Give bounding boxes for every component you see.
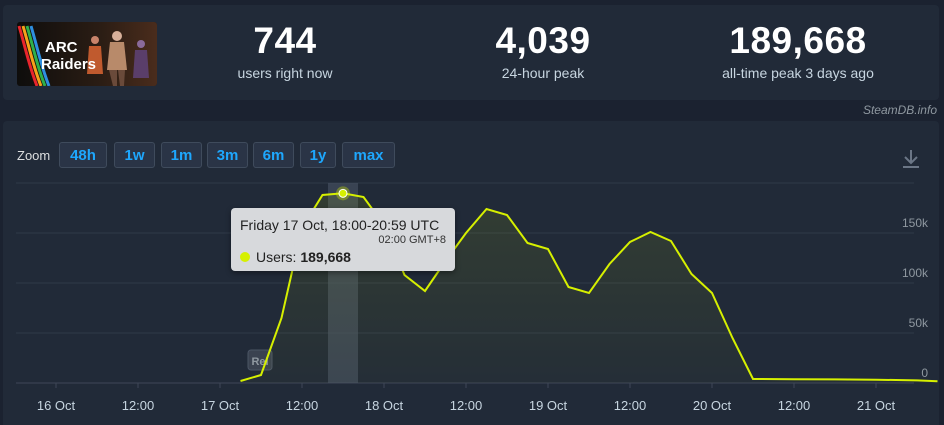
logo-text-raiders: Raiders: [41, 56, 96, 73]
chart-data-point: [752, 378, 754, 380]
chart-y-tick-label: 150k: [902, 216, 929, 230]
chart-data-point: [670, 240, 672, 242]
chart-data-point: [485, 208, 487, 210]
stat-alltime-peak-label: all-time peak 3 days ago: [722, 65, 874, 81]
chart-data-point: [362, 196, 364, 198]
zoom-button-48h[interactable]: 48h: [59, 142, 107, 168]
game-logo-art: ARC Raiders: [17, 22, 157, 86]
chart-x-tick-label: 12:00: [122, 398, 155, 413]
stat-users-now-label: users right now: [237, 65, 333, 81]
chart-hover-marker: [239, 186, 938, 382]
chart-data-point: [424, 290, 426, 292]
zoom-label: Zoom: [17, 148, 51, 163]
chart-y-tick-label: 50k: [909, 316, 929, 330]
chart-data-point: [916, 379, 918, 381]
stats-bar: ARC Raiders 744 users right now 4,039 24…: [3, 5, 939, 100]
zoom-button-6m[interactable]: 6m: [253, 142, 294, 168]
chart-x-tick-label: 16 Oct: [37, 398, 76, 413]
chart-data-point: [793, 378, 795, 380]
tooltip-series-name: Users:: [256, 249, 297, 265]
zoom-button-1y[interactable]: 1y: [300, 142, 336, 168]
stat-users-now-value: 744: [253, 20, 317, 61]
chart-data-point: [629, 241, 631, 243]
chart-x-axis: 16 Oct 12:00 17 Oct 12:00 18 Oct 12:00 19 Oct 1…: [37, 383, 896, 413]
zoom-button-max[interactable]: max: [342, 142, 395, 168]
chart-x-tick-label: 12:00: [614, 398, 647, 413]
chart-data-point: [239, 380, 241, 382]
chart-x-tick-label: 18 Oct: [365, 398, 404, 413]
chart-data-point: [936, 380, 938, 382]
zoom-button-1w[interactable]: 1w: [114, 142, 155, 168]
chart-x-tick-label: 12:00: [778, 398, 811, 413]
chart-tooltip: Friday 17 Oct, 18:00-20:59 UTC 02:00 GMT…: [231, 208, 455, 271]
chart-data-point: [403, 274, 405, 276]
chart-data-point: [834, 378, 836, 380]
zoom-button-1m[interactable]: 1m: [161, 142, 202, 168]
logo-text-arc: ARC: [45, 39, 78, 56]
chart-data-point: [526, 242, 528, 244]
chart-data-point: [465, 232, 467, 234]
chart-y-tick-label: 100k: [902, 266, 929, 280]
chart-data-point: [321, 194, 323, 196]
chart-data-point: [649, 231, 651, 233]
source-credit[interactable]: SteamDB.info: [862, 103, 937, 117]
chart-data-point: [875, 379, 877, 381]
stat-alltime-peak: 189,668 all-time peak 3 days ago: [693, 21, 903, 82]
chart-x-tick-label: 17 Oct: [201, 398, 240, 413]
tooltip-value: 189,668: [300, 249, 351, 265]
chart-data-point: [731, 337, 733, 339]
chart-data-point: [547, 248, 549, 250]
tooltip-local-time: 02:00 GMT+8: [378, 234, 446, 246]
chart-data-point: [567, 286, 569, 288]
tooltip-series-dot: [240, 252, 250, 262]
chart-data-point: [711, 292, 713, 294]
chart-x-tick-label: 19 Oct: [529, 398, 568, 413]
chart-data-point: [690, 273, 692, 275]
stat-alltime-peak-value: 189,668: [729, 20, 867, 61]
chart-data-point: [506, 214, 508, 216]
game-logo[interactable]: ARC Raiders: [17, 22, 157, 86]
tooltip-date: Friday 17 Oct, 18:00-20:59 UTC: [240, 217, 440, 233]
chart-x-tick-label: 12:00: [450, 398, 483, 413]
download-icon[interactable]: [902, 149, 920, 174]
chart-y-axis: 0 50k 100k 150k: [902, 216, 929, 380]
stat-24h-peak-label: 24-hour peak: [501, 65, 585, 81]
zoom-button-3m[interactable]: 3m: [207, 142, 248, 168]
stat-24h-peak-value: 4,039: [495, 20, 591, 61]
chart-data-point: [260, 374, 262, 376]
chart-hover-marker-dot: [338, 188, 348, 198]
chart-x-tick-label: 20 Oct: [693, 398, 732, 413]
chart-data-point: [588, 292, 590, 294]
chart-area: [240, 193, 938, 383]
chart-x-tick-label: 21 Oct: [857, 398, 896, 413]
stat-users-now: 744 users right now: [209, 21, 361, 82]
stat-24h-peak: 4,039 24-hour peak: [463, 21, 623, 82]
tooltip-series: Users: 189,668: [256, 249, 351, 265]
chart-data-point: [280, 317, 282, 319]
chart-y-tick-label: 0: [921, 366, 928, 380]
chart-x-tick-label: 12:00: [286, 398, 319, 413]
chart-data-point: [608, 263, 610, 265]
